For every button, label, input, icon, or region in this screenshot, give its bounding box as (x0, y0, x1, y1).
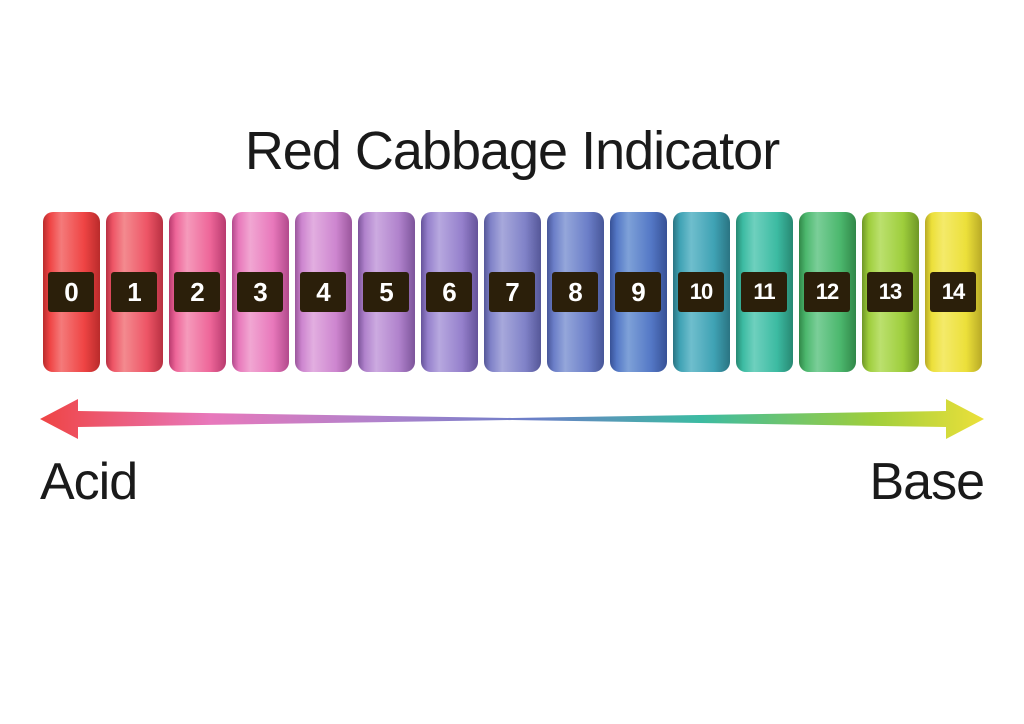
ph-label-box: 1 (111, 272, 157, 312)
ph-label-box: 12 (804, 272, 850, 312)
ph-tube-1: 1 (106, 212, 163, 372)
scale-arrow (40, 394, 984, 444)
ph-label-box: 11 (741, 272, 787, 312)
ph-label-box: 13 (867, 272, 913, 312)
ph-value-label: 2 (190, 277, 203, 308)
tubes-row: 01234567891011121314 (3, 212, 1022, 372)
ph-label-box: 8 (552, 272, 598, 312)
ph-value-label: 11 (753, 279, 774, 305)
ph-tube-10: 10 (673, 212, 730, 372)
ph-value-label: 10 (690, 279, 712, 305)
ph-label-box: 5 (363, 272, 409, 312)
acid-label: Acid (40, 452, 137, 512)
ph-tube-6: 6 (421, 212, 478, 372)
ph-tube-5: 5 (358, 212, 415, 372)
ph-tube-13: 13 (862, 212, 919, 372)
ph-tube-9: 9 (610, 212, 667, 372)
ph-value-label: 5 (379, 277, 392, 308)
ph-tube-0: 0 (43, 212, 100, 372)
ph-tube-7: 7 (484, 212, 541, 372)
ph-value-label: 4 (316, 277, 329, 308)
ph-tube-2: 2 (169, 212, 226, 372)
ph-label-box: 10 (678, 272, 724, 312)
ph-label-box: 3 (237, 272, 283, 312)
ph-value-label: 0 (64, 277, 77, 308)
ph-value-label: 9 (631, 277, 644, 308)
ph-value-label: 6 (442, 277, 455, 308)
ph-label-box: 7 (489, 272, 535, 312)
ph-value-label: 13 (879, 279, 901, 305)
ph-tube-12: 12 (799, 212, 856, 372)
ph-value-label: 1 (127, 277, 140, 308)
ph-label-box: 6 (426, 272, 472, 312)
base-label: Base (869, 452, 984, 512)
ph-tube-8: 8 (547, 212, 604, 372)
ph-tube-11: 11 (736, 212, 793, 372)
chart-title: Red Cabbage Indicator (245, 120, 779, 182)
ph-value-label: 3 (253, 277, 266, 308)
ph-tube-4: 4 (295, 212, 352, 372)
ph-label-box: 9 (615, 272, 661, 312)
ph-value-label: 7 (505, 277, 518, 308)
ph-value-label: 12 (816, 279, 838, 305)
ph-label-box: 2 (174, 272, 220, 312)
ph-tube-14: 14 (925, 212, 982, 372)
ph-label-box: 14 (930, 272, 976, 312)
ph-value-label: 8 (568, 277, 581, 308)
ph-value-label: 14 (942, 279, 964, 305)
ph-tube-3: 3 (232, 212, 289, 372)
ph-label-box: 0 (48, 272, 94, 312)
ph-label-box: 4 (300, 272, 346, 312)
end-labels-row: Acid Base (40, 452, 984, 512)
